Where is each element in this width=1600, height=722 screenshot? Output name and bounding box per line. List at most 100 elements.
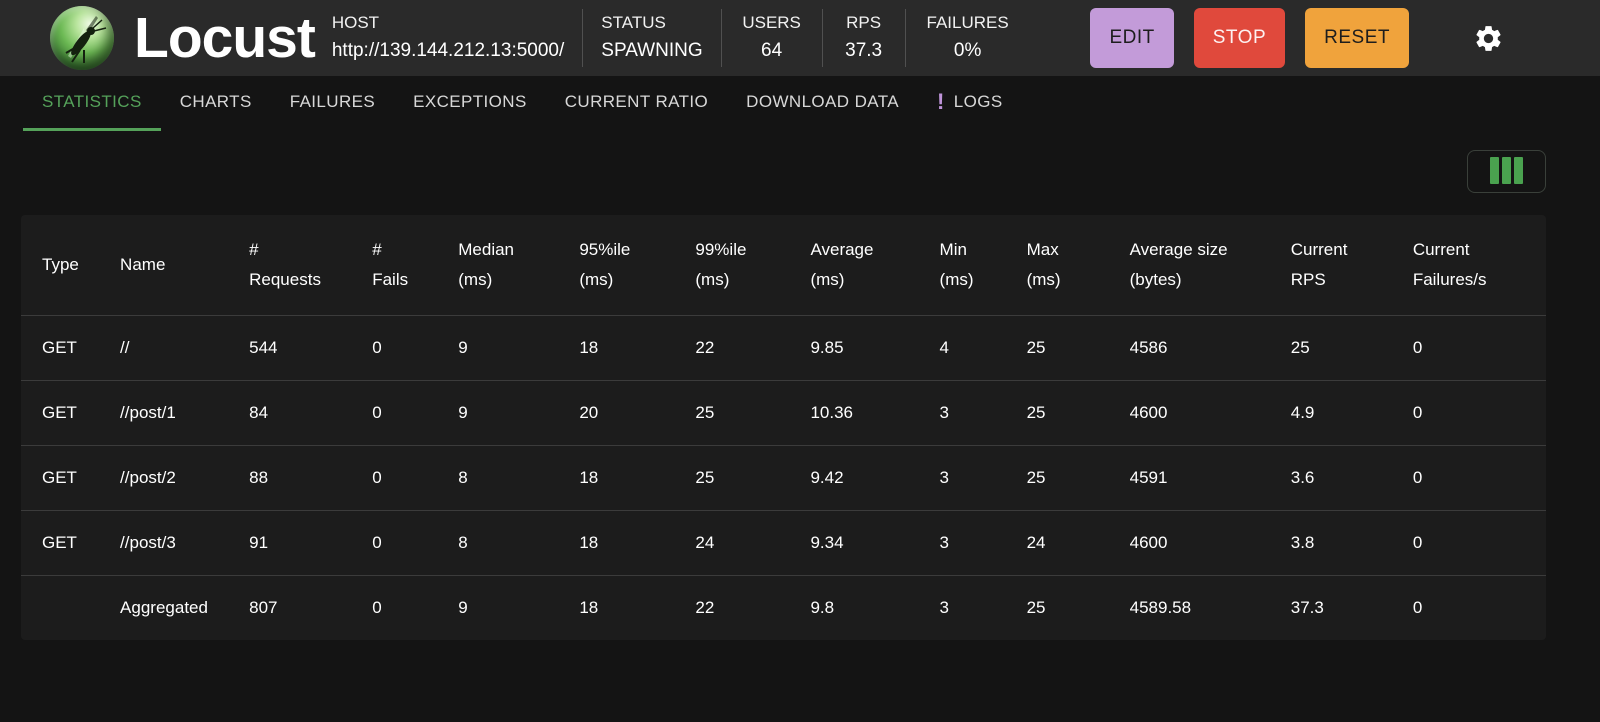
locust-logo[interactable] xyxy=(50,6,114,70)
tab-label: DOWNLOAD DATA xyxy=(746,92,899,111)
table-header-row: Type Name # Requests # Fails Median (ms) 95%ile(… xyxy=(21,215,1546,315)
cell-p99: 25 xyxy=(674,444,790,510)
table-row: GET//544 0 9 18 22 9.85 4 25 4586 25 0 xyxy=(21,314,1546,380)
cell-min: 3 xyxy=(918,379,1006,445)
cell-avg-size: 4591 xyxy=(1108,444,1270,510)
cell-avg-size: 4600 xyxy=(1108,509,1270,575)
cell-avg-size: 4586 xyxy=(1108,314,1270,380)
tab-exceptions[interactable]: EXCEPTIONS xyxy=(394,76,546,131)
settings-button[interactable] xyxy=(1473,23,1504,54)
cell-median: 9 xyxy=(437,574,559,640)
cell-current-failures: 0 xyxy=(1391,509,1546,575)
cell-requests: 84 xyxy=(228,379,352,445)
tab-charts[interactable]: CHARTS xyxy=(161,76,271,131)
cell-p99: 22 xyxy=(674,314,790,380)
cell-fails: 0 xyxy=(351,509,438,575)
app-title: Locust xyxy=(134,6,316,70)
column-header-current-failures[interactable]: Current Failures/s xyxy=(1412,239,1487,289)
cell-fails: 0 xyxy=(351,444,438,510)
cell-type: GET xyxy=(21,314,100,380)
cell-fails: 0 xyxy=(351,379,438,445)
tab-label: FAILURES xyxy=(289,92,376,111)
tab-statistics[interactable]: STATISTICS xyxy=(23,76,161,131)
column-header-min[interactable]: Min (ms) xyxy=(939,239,974,289)
tab-bar: STATISTICS CHARTS FAILURES EXCEPTIONS CU… xyxy=(23,76,1600,131)
cell-max: 25 xyxy=(1005,574,1109,640)
cell-current-failures: 0 xyxy=(1391,574,1546,640)
host-block: HOST http://139.144.212.13:5000/ xyxy=(332,10,564,66)
column-header-p95[interactable]: 95%ile (ms) xyxy=(579,239,631,289)
tab-current-ratio[interactable]: CURRENT RATIO xyxy=(546,76,727,131)
tab-download-data[interactable]: DOWNLOAD DATA xyxy=(727,76,918,131)
cell-fails: 0 xyxy=(351,314,438,380)
cell-average: 9.8 xyxy=(789,574,919,640)
cell-min: 3 xyxy=(918,509,1006,575)
cell-avg-size: 4600 xyxy=(1108,379,1270,445)
header-divider xyxy=(582,9,584,67)
cell-max: 25 xyxy=(1005,379,1109,445)
users-label: USERS xyxy=(742,13,801,32)
cell-max: 25 xyxy=(1005,444,1109,510)
stats-table: Type Name # Requests # Fails Median (ms) 95%ile(… xyxy=(21,215,1546,640)
cell-median: 8 xyxy=(437,509,559,575)
header-divider xyxy=(904,9,906,67)
cell-median: 9 xyxy=(437,314,559,380)
cell-average: 9.34 xyxy=(789,509,919,575)
cell-p95: 20 xyxy=(558,379,675,445)
cell-p99: 22 xyxy=(674,574,790,640)
stop-button[interactable]: STOP xyxy=(1193,8,1286,68)
failures-label: FAILURES xyxy=(926,13,1009,32)
tab-label: LOGS xyxy=(953,92,1003,111)
column-header-name[interactable]: Name xyxy=(120,254,166,274)
reset-button[interactable]: RESET xyxy=(1305,8,1409,68)
cell-requests: 91 xyxy=(228,509,352,575)
table-row: GET//post/2 88 0 8 18 25 9.42 3 25 4591 3.6 0 xyxy=(21,444,1546,510)
cell-current-rps: 3.6 xyxy=(1269,444,1392,510)
tab-failures[interactable]: FAILURES xyxy=(271,76,394,131)
cell-name: // xyxy=(99,314,229,380)
cell-min: 3 xyxy=(918,444,1006,510)
aggregated-row: Aggregated 807 0 9 18 22 9.8 3 25 4589.58 37.3 0 xyxy=(21,574,1546,640)
cell-current-rps: 37.3 xyxy=(1269,574,1392,640)
column-header-p99[interactable]: 99%ile (ms) xyxy=(695,239,747,289)
cell-requests: 88 xyxy=(228,444,352,510)
cell-current-rps: 3.8 xyxy=(1269,509,1392,575)
tab-label: CHARTS xyxy=(179,92,252,111)
failures-stat: FAILURES 0% xyxy=(924,10,1012,66)
cell-type: GET xyxy=(21,379,100,445)
status-value: SPAWNING xyxy=(601,40,703,61)
tab-label: EXCEPTIONS xyxy=(413,92,527,111)
cell-current-rps: 25 xyxy=(1269,314,1392,380)
status-stat: STATUS SPAWNING xyxy=(601,10,702,66)
status-label: STATUS xyxy=(601,13,666,32)
cell-name: Aggregated xyxy=(99,574,229,640)
column-header-average[interactable]: Average (ms) xyxy=(810,239,874,289)
cell-type: GET xyxy=(21,509,100,575)
column-header-current-rps[interactable]: Current RPS xyxy=(1290,239,1348,289)
cell-average: 9.42 xyxy=(789,444,919,510)
cell-avg-size: 4589.58 xyxy=(1108,574,1270,640)
column-selector-button[interactable] xyxy=(1467,150,1546,193)
table-toolbar xyxy=(21,150,1546,193)
host-label: HOST xyxy=(331,13,380,32)
tab-logs[interactable]: ! LOGS xyxy=(918,76,1022,131)
app-header: Locust HOST http://139.144.212.13:5000/ … xyxy=(0,0,1600,76)
failures-value: 0% xyxy=(953,40,982,61)
column-header-fails[interactable]: # Fails xyxy=(372,239,409,289)
exclamation-icon: ! xyxy=(937,89,945,114)
column-header-type[interactable]: Type xyxy=(42,254,79,274)
cell-name: //post/1 xyxy=(99,379,229,445)
cell-p95: 18 xyxy=(558,509,675,575)
cell-requests: 544 xyxy=(228,314,352,380)
column-header-requests[interactable]: # Requests xyxy=(249,239,321,289)
cell-p95: 18 xyxy=(558,574,675,640)
column-header-median[interactable]: Median (ms) xyxy=(458,239,515,289)
cell-p99: 24 xyxy=(674,509,790,575)
users-stat: USERS 64 xyxy=(740,10,804,66)
tab-label: CURRENT RATIO xyxy=(564,92,709,111)
column-header-max[interactable]: Max (ms) xyxy=(1026,239,1061,289)
edit-button[interactable]: EDIT xyxy=(1090,8,1174,68)
rps-value: 37.3 xyxy=(845,40,883,61)
column-header-avg-size[interactable]: Average size (bytes) xyxy=(1129,239,1228,289)
cell-requests: 807 xyxy=(228,574,352,640)
